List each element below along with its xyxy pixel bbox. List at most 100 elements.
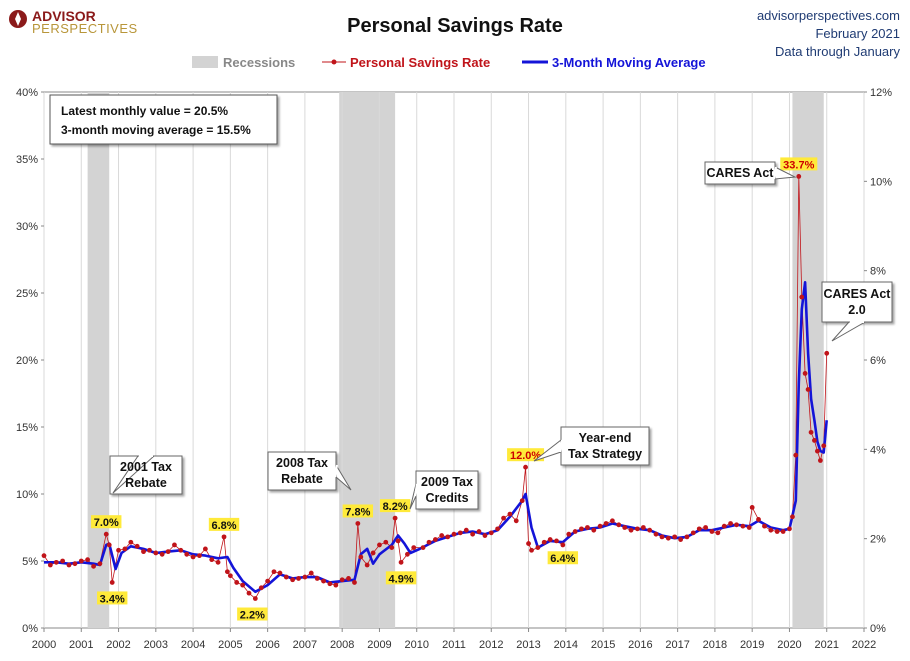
savings-rate-point <box>41 553 47 559</box>
savings-rate-point <box>519 498 525 504</box>
savings-rate-point <box>224 569 230 575</box>
y-right-tick-label: 8% <box>870 266 886 278</box>
value-label: 7.0% <box>94 517 119 529</box>
savings-rate-point <box>591 527 597 533</box>
savings-rate-point <box>202 546 208 552</box>
savings-rate-point <box>523 464 528 470</box>
x-tick-label: 2011 <box>442 639 466 651</box>
legend-savings-dot <box>331 59 337 65</box>
savings-rate-point <box>653 531 659 537</box>
savings-rate-point <box>796 174 802 179</box>
annotation-callout: Year-end Tax Strategy <box>533 426 650 466</box>
savings-rate-point <box>628 527 634 533</box>
x-tick-label: 2017 <box>665 639 689 651</box>
savings-rate-point <box>85 557 91 563</box>
savings-rate-point <box>66 562 72 568</box>
annotation-pointer <box>831 321 867 342</box>
savings-rate-point <box>457 530 463 536</box>
recession-bands <box>87 92 824 628</box>
savings-rate-point <box>647 527 653 533</box>
value-label-bg <box>385 571 417 585</box>
x-tick-label: 2018 <box>703 639 727 651</box>
savings-rate-point <box>358 554 364 560</box>
savings-rate-point <box>513 518 519 524</box>
value-label: 33.7% <box>783 159 814 171</box>
annotation-box <box>415 470 479 510</box>
annotation-text: 2009 Tax <box>421 475 473 489</box>
savings-rate-point <box>190 554 196 560</box>
savings-rate-point <box>215 559 221 565</box>
annotation-text: Rebate <box>125 476 167 490</box>
savings-rate-point <box>159 551 165 557</box>
value-label-bg <box>547 551 579 565</box>
y-left-tick-label: 15% <box>16 422 38 434</box>
annotation-text: Rebate <box>281 472 323 486</box>
y-left-tick-label: 10% <box>16 489 38 501</box>
savings-rate-point <box>283 574 289 580</box>
savings-rate-point <box>389 545 395 550</box>
annotation-seam <box>414 483 418 497</box>
data-through: Data through January <box>775 44 901 59</box>
legend-savings: Personal Savings Rate <box>350 55 490 70</box>
savings-rate-point <box>535 545 541 550</box>
savings-rate-point <box>622 525 628 530</box>
y-left-tick-label: 5% <box>22 556 38 568</box>
savings-rate-point <box>364 562 370 568</box>
annotations: 2001 Tax Rebate 2008 Tax Rebate 2009 Tax Cred… <box>109 161 893 510</box>
annotation-text: 2008 Tax <box>276 456 328 470</box>
savings-rate-point <box>116 547 121 553</box>
savings-rate-point <box>420 545 426 550</box>
value-label: 3.4% <box>100 593 125 605</box>
savings-rate-point <box>178 547 184 553</box>
x-tick-label: 2016 <box>628 639 652 651</box>
x-tick-label: 2000 <box>32 639 56 651</box>
value-label-bg <box>91 515 122 529</box>
savings-rate-point <box>339 577 345 583</box>
annotation-text: 2.0 <box>848 303 865 317</box>
x-tick-label: 2021 <box>814 639 838 651</box>
x-tick-label: 2003 <box>144 639 168 651</box>
logo-line2: PERSPECTIVES <box>32 21 138 36</box>
savings-rate-point <box>690 530 696 536</box>
savings-rate-point <box>47 562 53 568</box>
savings-rate-point <box>60 558 66 564</box>
savings-rate-point <box>672 534 678 540</box>
y-right-tick-label: 6% <box>870 355 886 367</box>
savings-rate-point <box>793 452 799 458</box>
savings-rate-point <box>184 551 190 557</box>
info-box-frame <box>49 94 278 145</box>
savings-rate-point <box>370 550 376 556</box>
value-label: 4.9% <box>389 573 414 585</box>
value-label: 6.8% <box>211 520 236 532</box>
savings-rate-point <box>709 529 715 534</box>
savings-rate-point <box>451 531 457 537</box>
savings-rate-point <box>153 550 159 556</box>
savings-rate-point <box>411 545 417 550</box>
savings-rate-point <box>805 387 811 392</box>
annotation-callout: 2001 Tax Rebate <box>109 455 183 495</box>
y-right-tick-label: 4% <box>870 444 886 456</box>
savings-rate-point <box>488 530 494 536</box>
annotation-callout: 2008 Tax Rebate <box>267 451 352 491</box>
x-tick-label: 2001 <box>69 639 93 651</box>
x-tick-label: 2004 <box>181 639 205 651</box>
savings-rate-point <box>579 526 584 532</box>
savings-rate-point <box>774 529 780 534</box>
value-label-bg <box>780 157 818 171</box>
savings-rate-point <box>780 529 786 534</box>
savings-rate-point <box>308 570 314 576</box>
savings-rate-point <box>296 576 301 581</box>
savings-rate-point <box>812 438 817 443</box>
x-tick-label: 2006 <box>255 639 279 651</box>
x-tick-label: 2002 <box>106 639 130 651</box>
chart-title: Personal Savings Rate <box>347 15 563 37</box>
savings-rate-point <box>240 582 246 588</box>
savings-rate-point <box>640 525 646 530</box>
savings-rate-point <box>787 526 792 532</box>
savings-rate-point <box>172 542 177 548</box>
savings-rate-point <box>703 525 708 530</box>
x-tick-label: 2013 <box>516 639 540 651</box>
savings-rate-point <box>445 534 451 540</box>
legend-moving-average: 3-Month Moving Average <box>552 55 706 70</box>
y-left-tick-label: 20% <box>16 355 38 367</box>
